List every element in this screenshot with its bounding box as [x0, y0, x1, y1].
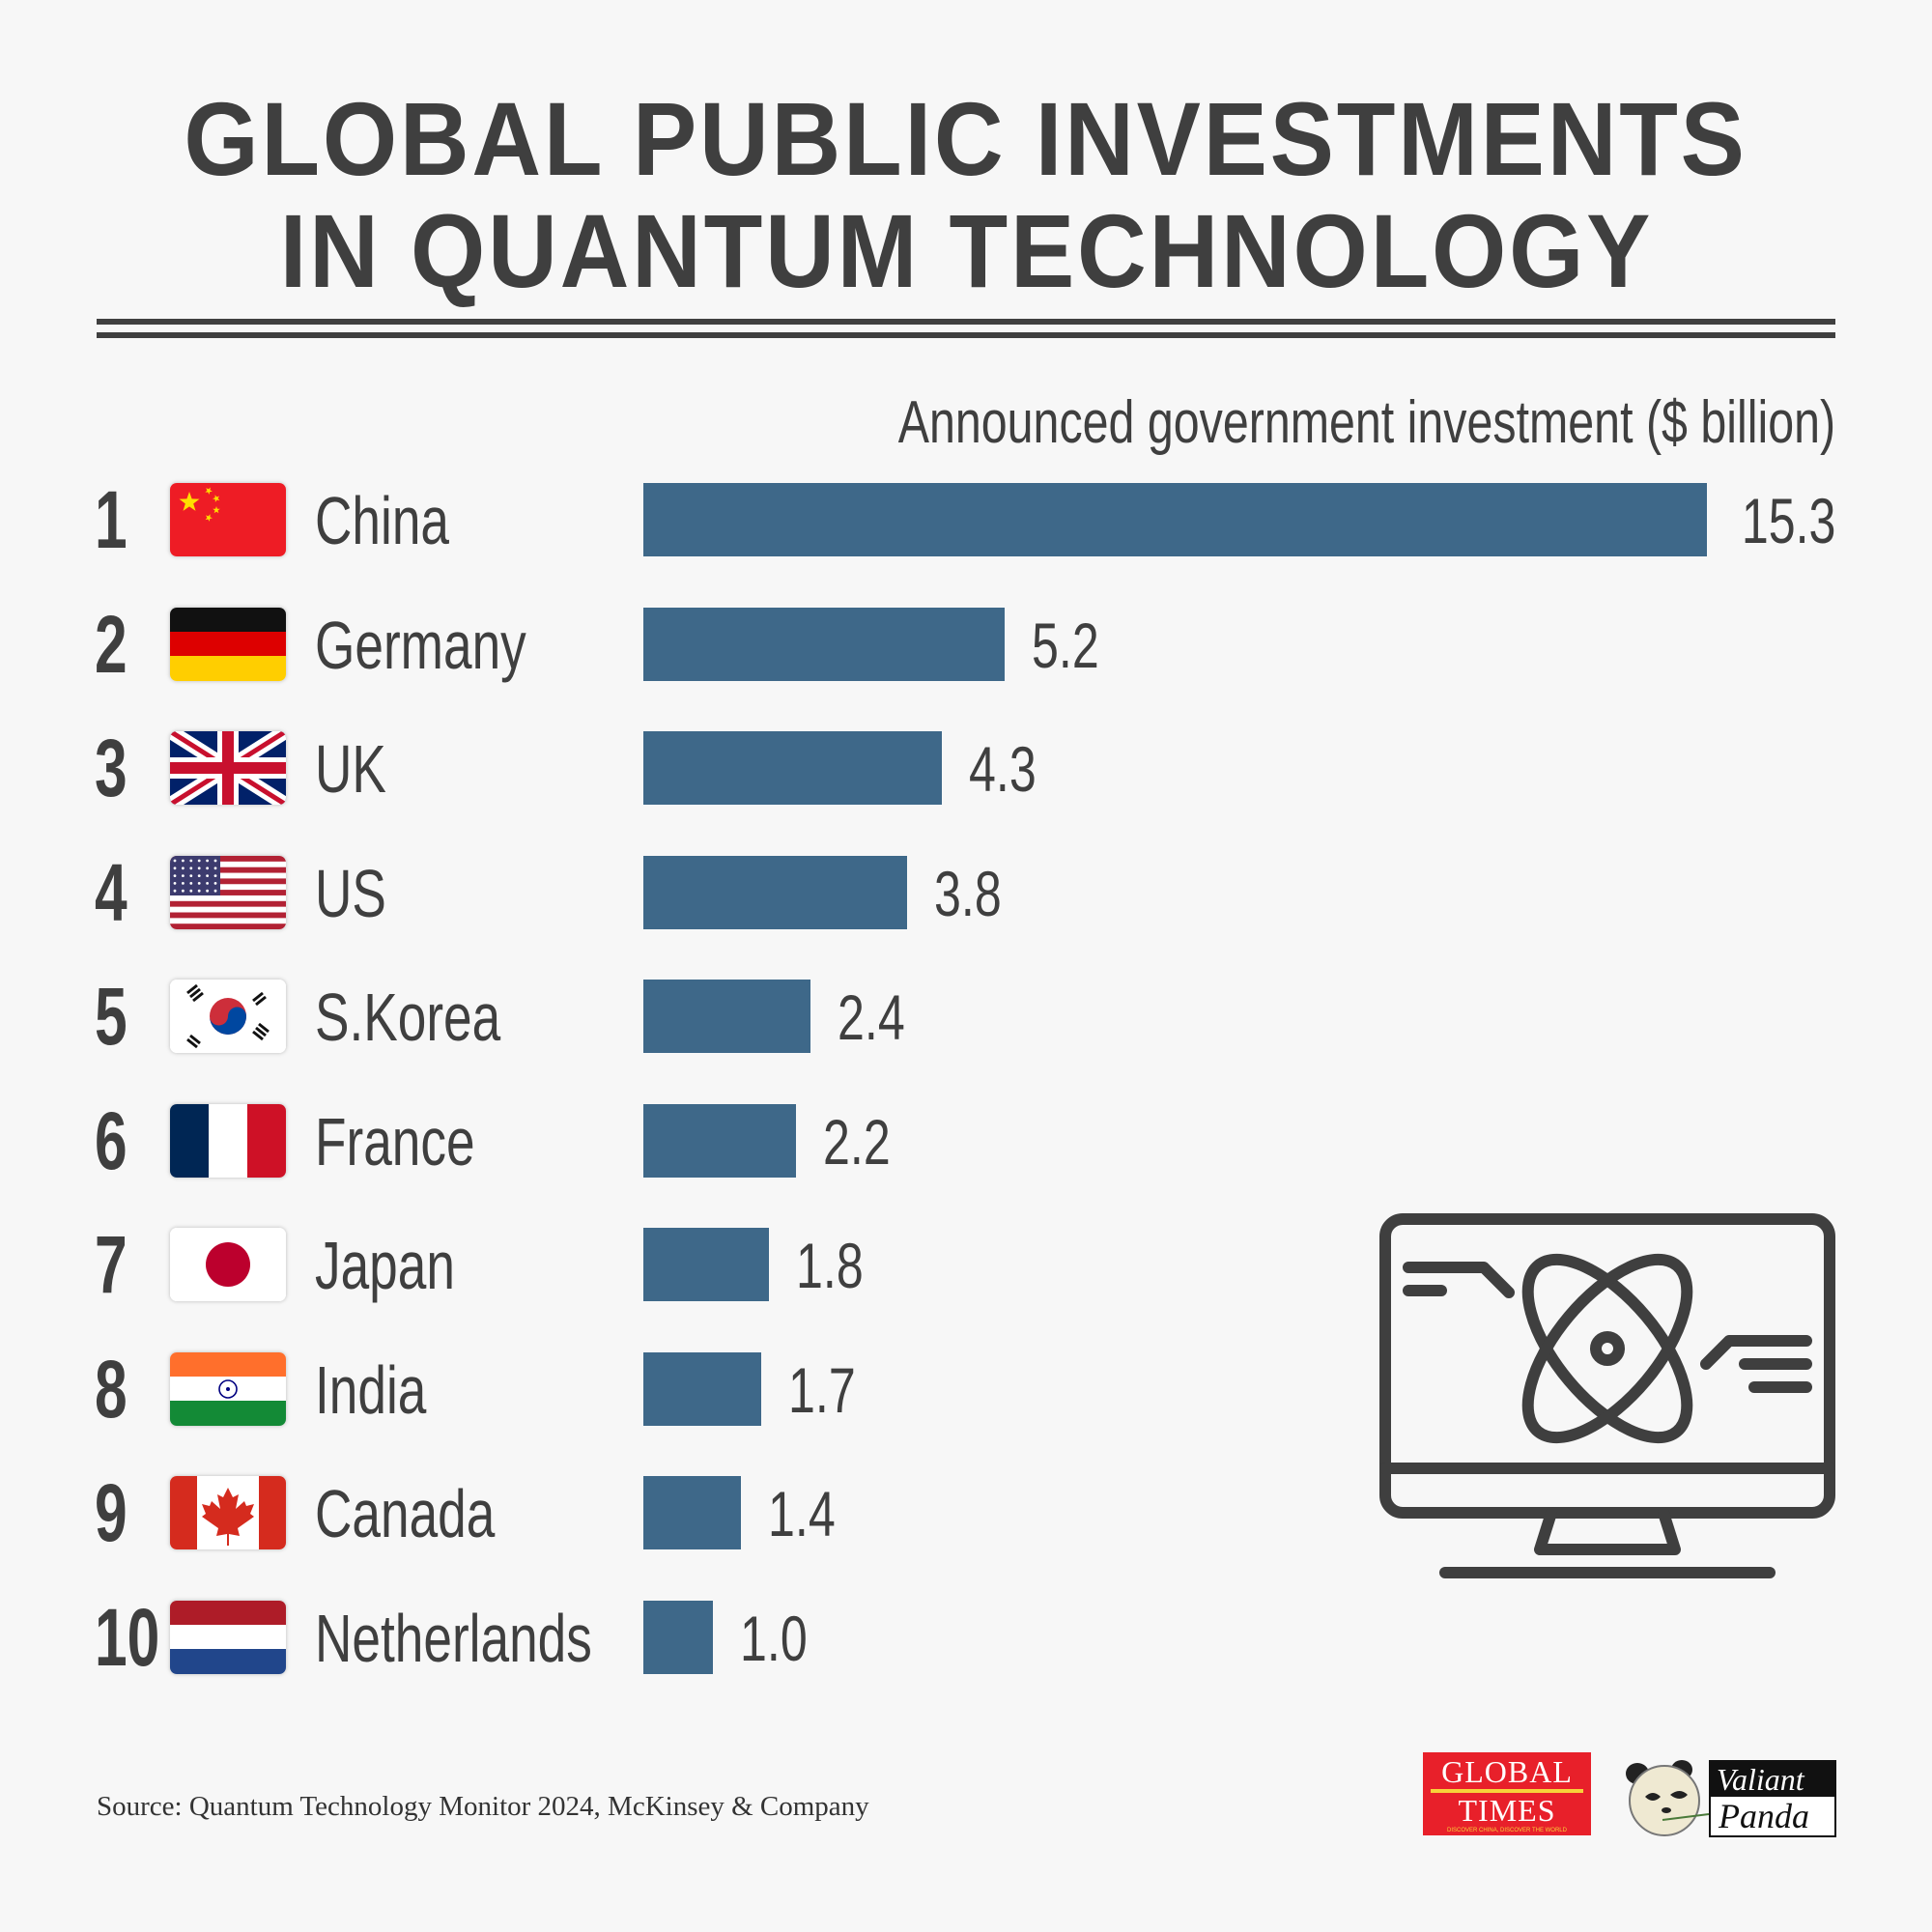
title-line-1: GLOBAL PUBLIC INVESTMENTS	[184, 80, 1748, 197]
bar	[643, 607, 1006, 681]
uk-flag-icon	[170, 731, 286, 805]
bar	[643, 1476, 741, 1549]
panda-face-icon	[1626, 1760, 1710, 1836]
bar	[643, 980, 810, 1053]
source-note: Source: Quantum Technology Monitor 2024,…	[97, 1791, 869, 1822]
chart-row: 8 India 1.7	[0, 1343, 1932, 1435]
rank-label: 1	[95, 474, 128, 565]
chart-row: 9 Canada 1.4	[0, 1472, 1932, 1553]
bar	[643, 855, 908, 929]
netherlands-flag-icon	[170, 1600, 286, 1674]
title-divider-bottom	[97, 332, 1835, 338]
chart-row: 4 US 3.8	[0, 852, 1932, 933]
panda-wordmark: Valiant Panda	[1709, 1760, 1836, 1837]
category-label: Germany	[315, 607, 526, 683]
rank-label: 6	[95, 1094, 128, 1186]
category-label: UK	[315, 731, 386, 807]
logo-tagline: DISCOVER CHINA, DISCOVER THE WORLD	[1447, 1828, 1567, 1833]
chart-row: 10 Netherlands 1.0	[0, 1597, 1932, 1678]
axis-label: Announced government investment ($ billi…	[897, 389, 1835, 456]
data-label: 2.4	[837, 981, 905, 1053]
logo-text: GLOBAL	[1441, 1754, 1573, 1789]
data-label: 1.7	[788, 1353, 857, 1426]
category-label: France	[315, 1103, 475, 1179]
india-flag-icon	[170, 1351, 286, 1426]
logo-text: Valiant	[1711, 1762, 1834, 1797]
data-label: 5.2	[1032, 609, 1099, 681]
china-flag-icon	[170, 483, 286, 556]
data-label: 2.2	[823, 1105, 892, 1178]
category-label: Netherlands	[315, 1600, 592, 1676]
rank-label: 7	[95, 1219, 128, 1310]
title-line-2: IN QUANTUM TECHNOLOGY	[279, 192, 1653, 309]
data-label: 1.8	[795, 1230, 864, 1301]
chart-row: 2 Germany 5.2	[0, 604, 1932, 685]
valiant-panda-logo: Valiant Panda	[1624, 1756, 1836, 1837]
south-korea-flag-icon	[170, 980, 286, 1053]
rank-label: 8	[95, 1343, 128, 1435]
france-flag-icon	[170, 1103, 286, 1178]
chart-row: 5 S.Korea 2.4	[0, 976, 1932, 1057]
category-label: India	[315, 1351, 427, 1428]
category-label: Japan	[315, 1228, 455, 1303]
chart-row: 7 Japan 1.8	[0, 1224, 1932, 1305]
data-label: 3.8	[934, 857, 1003, 929]
germany-flag-icon	[170, 607, 286, 681]
monitor-atom-icon	[1379, 1213, 1835, 1578]
logo-text: Panda	[1711, 1797, 1834, 1835]
rank-label: 9	[95, 1467, 128, 1558]
logo-text: TIMES	[1458, 1793, 1556, 1828]
chart-row: 1 China 15.3	[0, 479, 1932, 560]
rank-label: 5	[95, 971, 128, 1062]
us-flag-icon	[170, 855, 286, 929]
bar	[643, 1600, 713, 1674]
title-divider-top	[97, 319, 1835, 325]
bar	[643, 1103, 797, 1178]
data-label: 1.0	[739, 1602, 808, 1674]
global-times-logo: GLOBAL TIMES DISCOVER CHINA, DISCOVER TH…	[1423, 1752, 1591, 1835]
japan-flag-icon	[170, 1228, 286, 1301]
bar	[643, 1351, 762, 1426]
bar	[643, 1228, 769, 1301]
chart-row: 3 UK 4.3	[0, 727, 1932, 809]
data-label: 15.3	[1741, 485, 1835, 556]
chart-row: 6 France 2.2	[0, 1100, 1932, 1181]
canada-flag-icon	[170, 1476, 286, 1549]
rank-label: 3	[95, 723, 128, 813]
category-label: China	[315, 483, 450, 558]
data-label: 1.4	[767, 1478, 836, 1549]
rank-label: 4	[95, 846, 128, 938]
logo-stripe	[1431, 1789, 1583, 1793]
category-label: Canada	[315, 1476, 496, 1551]
rank-label: 2	[95, 598, 128, 690]
data-label: 4.3	[969, 733, 1037, 805]
bar	[643, 483, 1707, 556]
category-label: US	[315, 855, 386, 931]
rank-label: 10	[95, 1591, 160, 1683]
bar	[643, 731, 943, 805]
category-label: S.Korea	[315, 980, 501, 1055]
